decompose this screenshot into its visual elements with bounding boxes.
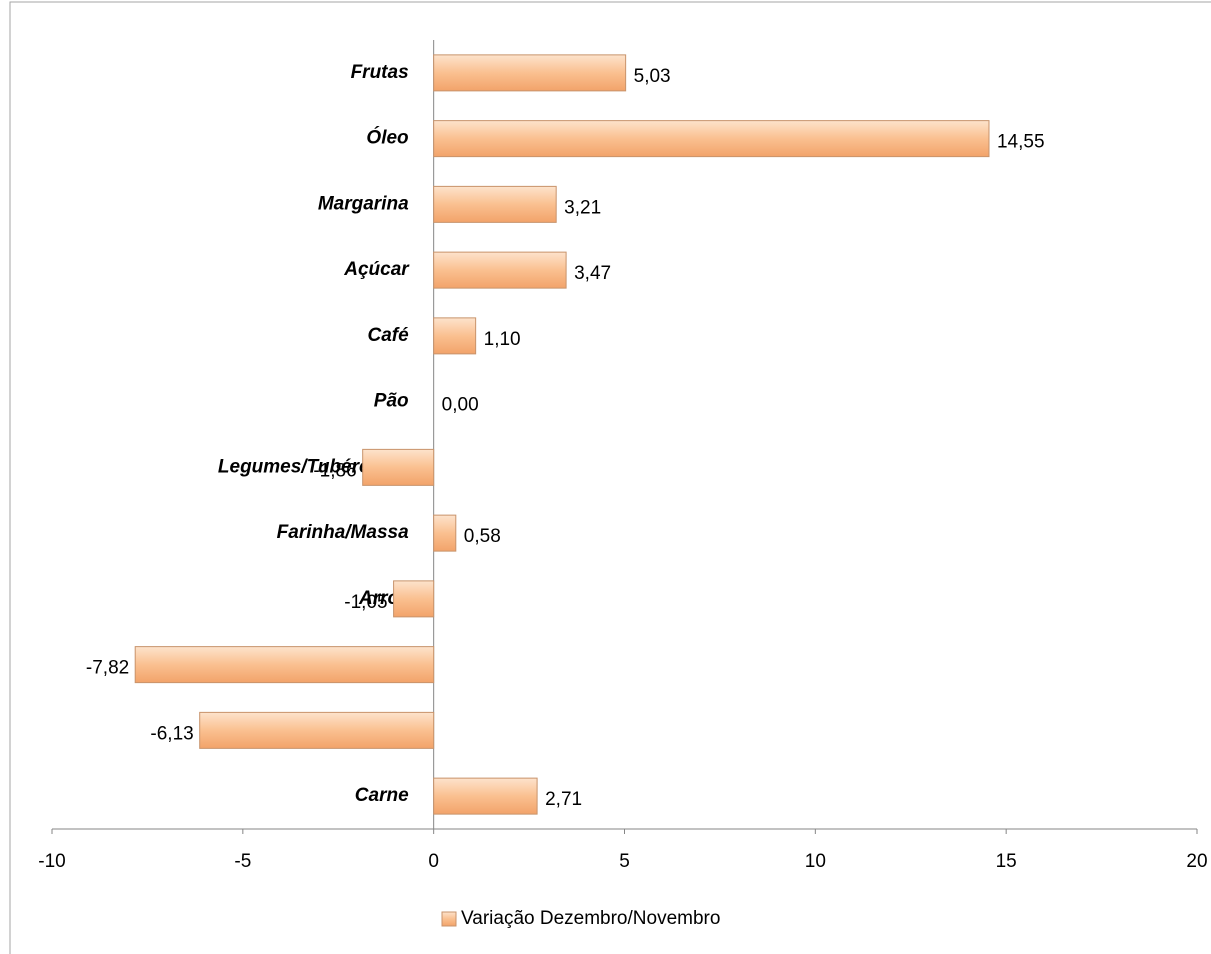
data-label: 1,10 xyxy=(484,329,521,350)
bar xyxy=(433,54,627,92)
x-tick-label: 10 xyxy=(805,851,826,872)
data-label: -7,82 xyxy=(86,658,129,679)
data-label: -1,05 xyxy=(344,592,387,613)
y-tick-label: Pão xyxy=(374,391,409,412)
data-label: 0,58 xyxy=(464,526,501,547)
x-tick-label: 15 xyxy=(996,851,1017,872)
data-label: -1,86 xyxy=(313,460,356,481)
y-tick-label: Margarina xyxy=(318,193,409,214)
legend-swatch xyxy=(441,911,457,927)
y-tick-label: Óleo xyxy=(366,127,408,149)
y-tick-label: Frutas xyxy=(351,62,409,83)
bar xyxy=(433,251,567,289)
bar xyxy=(433,120,990,158)
data-label: 14,55 xyxy=(997,132,1045,153)
data-label: 3,47 xyxy=(574,263,611,284)
x-tick-label: -5 xyxy=(234,851,251,872)
data-label: 3,21 xyxy=(564,197,601,218)
bar xyxy=(199,711,435,749)
bar xyxy=(134,646,435,684)
chart-frame xyxy=(9,1,1211,954)
bar xyxy=(433,317,477,355)
x-tick-label: 5 xyxy=(619,851,630,872)
data-label: 2,71 xyxy=(545,789,582,810)
x-tick-label: 20 xyxy=(1186,851,1207,872)
y-tick-label: Açúcar xyxy=(343,259,410,280)
data-label: 0,00 xyxy=(442,395,479,416)
data-label: 5,03 xyxy=(634,66,671,87)
bar xyxy=(362,448,435,486)
legend-label: Variação Dezembro/Novembro xyxy=(461,908,720,929)
bar xyxy=(433,777,538,815)
data-label: -6,13 xyxy=(150,723,193,744)
y-tick-label: Legumes/Tubérculos xyxy=(218,456,409,477)
y-tick-label: Café xyxy=(367,325,409,346)
x-tick-label: -10 xyxy=(38,851,65,872)
bar xyxy=(433,514,457,552)
bar xyxy=(433,185,557,223)
y-tick-label: Carne xyxy=(355,785,409,806)
y-tick-label: Farinha/Massa xyxy=(277,522,409,543)
bar xyxy=(393,580,435,618)
x-tick-label: 0 xyxy=(428,851,439,872)
